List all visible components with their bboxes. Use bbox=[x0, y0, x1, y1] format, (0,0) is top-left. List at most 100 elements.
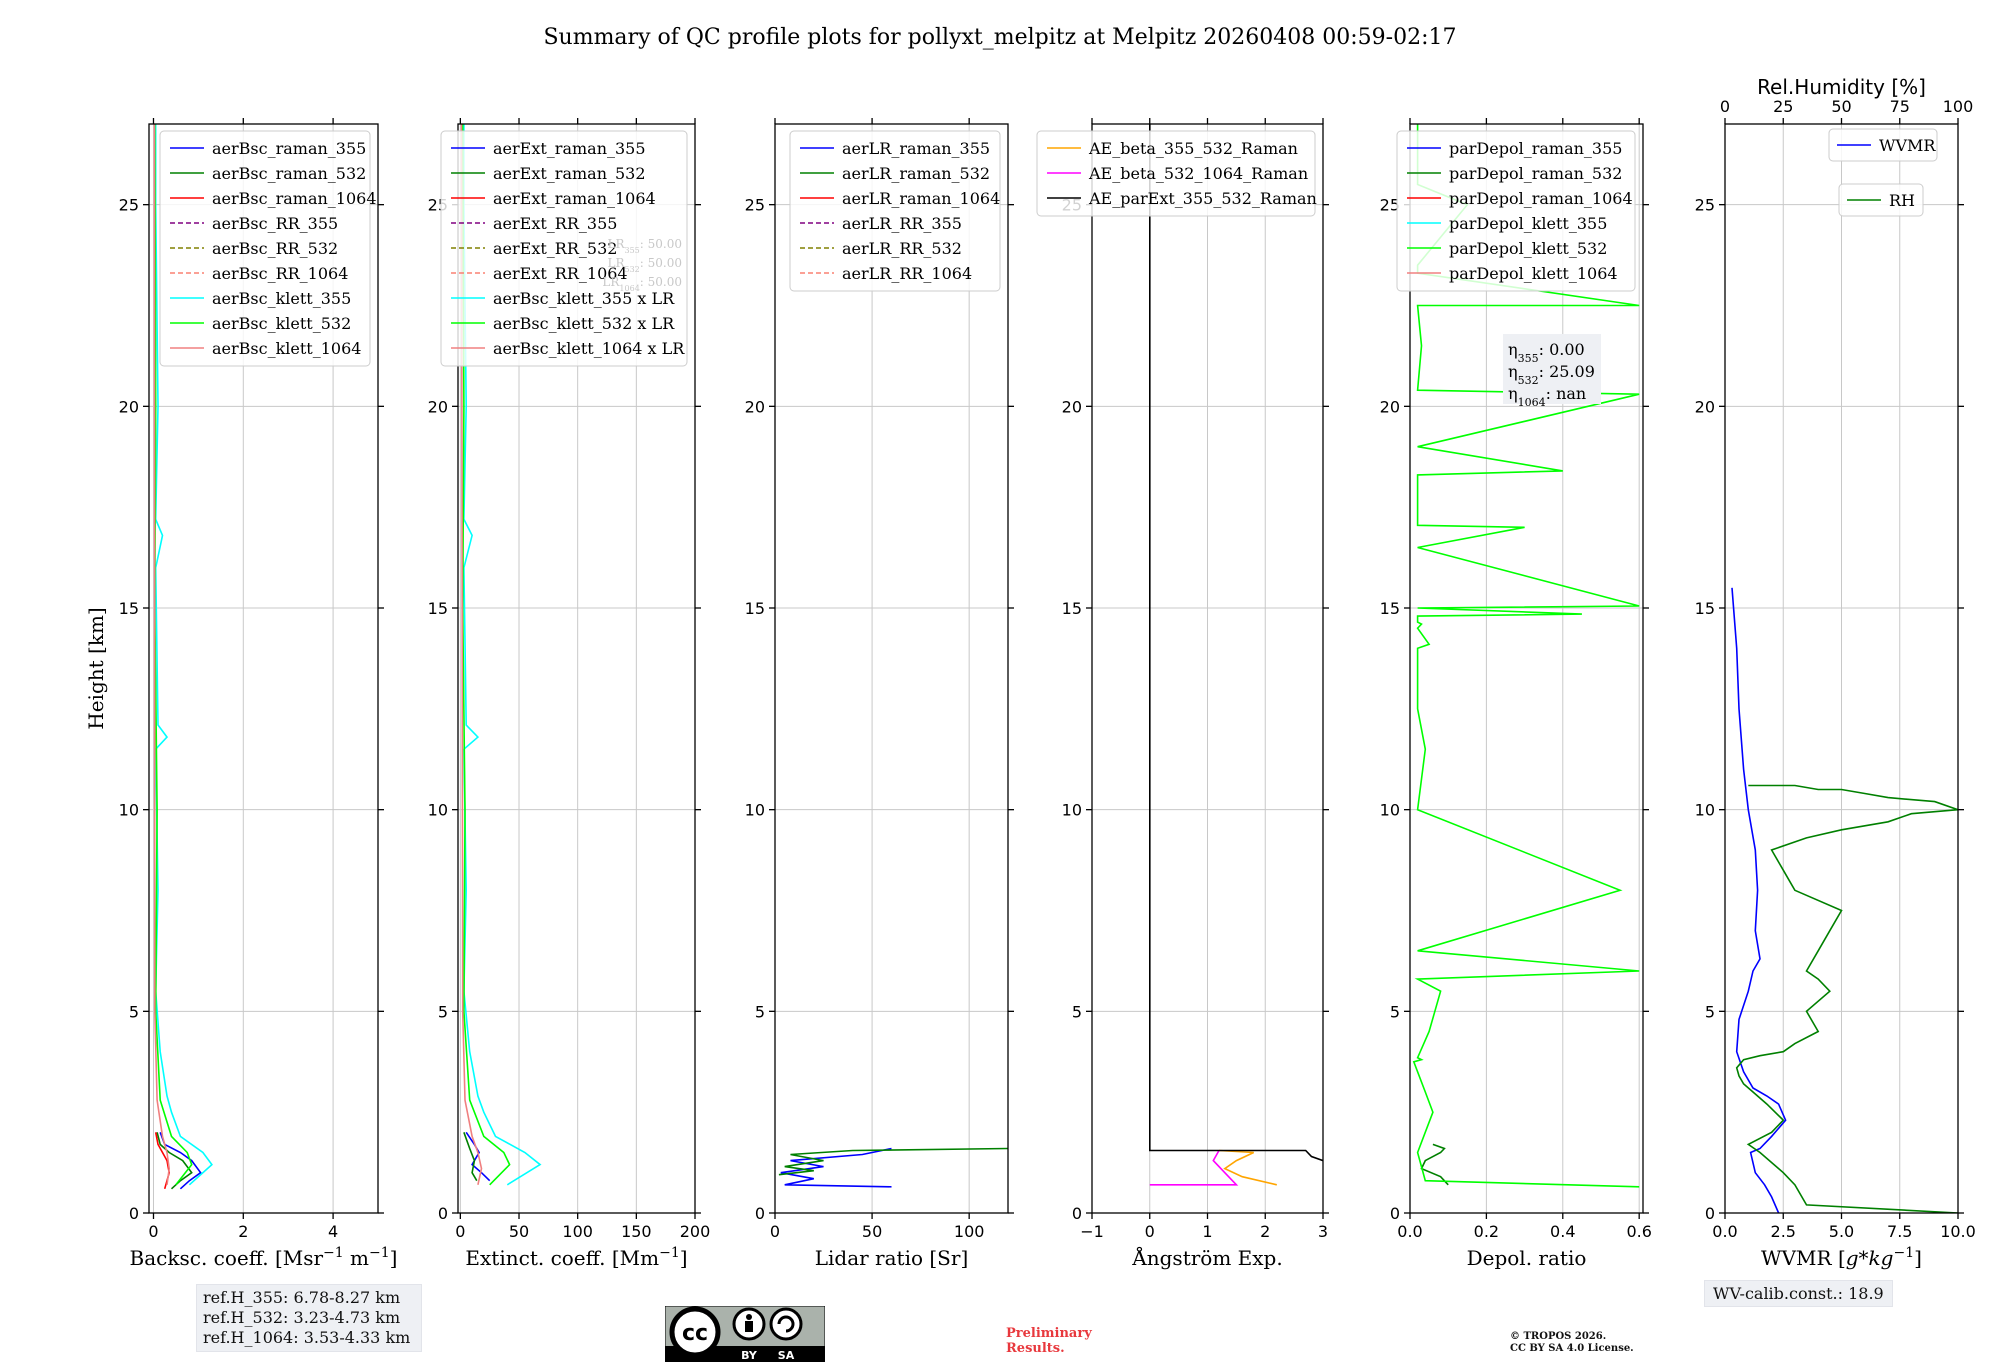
copyright-line-2: CC BY SA 4.0 License. bbox=[1510, 1343, 1634, 1354]
y-tick-label: 15 bbox=[1380, 599, 1400, 618]
legend-label: aerBsc_klett_1064 x LR bbox=[493, 339, 685, 358]
y-tick-label: 0 bbox=[1072, 1204, 1082, 1223]
legend-label: aerLR_RR_1064 bbox=[842, 264, 972, 283]
copyright-note: © TROPOS 2026. CC BY SA 4.0 License. bbox=[1510, 1331, 1634, 1355]
panel-lidar-ratio: 0 50 100 0 5 10 15 20 25 Lidar ratio [Sr] aerLR_ra… bbox=[745, 118, 1014, 1270]
legend-label: aerBsc_klett_1064 bbox=[212, 339, 361, 358]
legend-label: aerBsc_raman_532 bbox=[212, 164, 366, 183]
legend-label: aerBsc_raman_1064 bbox=[212, 189, 377, 208]
y-tick-label: 25 bbox=[1695, 196, 1715, 215]
y-tick-label: 0 bbox=[129, 1204, 139, 1223]
cc-license-badge: cc BY SA bbox=[664, 1305, 826, 1363]
x-axis-label: Backsc. coeff. [Msr−1 m−1] bbox=[130, 1245, 398, 1270]
preliminary-line-2: Results. bbox=[1006, 1341, 1065, 1356]
legend-label: WVMR bbox=[1879, 136, 1936, 155]
x-tick-label: 2 bbox=[238, 1222, 248, 1241]
legend-rh: RH bbox=[1838, 183, 1924, 217]
y-tick-label: 20 bbox=[1062, 397, 1082, 416]
ref-height-355: ref.H_355: 6.78-8.27 km bbox=[203, 1288, 401, 1307]
series-aerbsc-klett-1064 bbox=[153, 124, 171, 1185]
series-aerext-raman-532 bbox=[463, 1132, 478, 1182]
legend-label: aerBsc_RR_355 bbox=[212, 214, 338, 233]
y-tick-label: 0 bbox=[755, 1204, 765, 1223]
x-tick-label: 0.6 bbox=[1626, 1222, 1651, 1241]
y-axis-label: Height [km] bbox=[84, 607, 108, 729]
series-wvmr bbox=[1731, 587, 1787, 1213]
legend-label: aerLR_raman_532 bbox=[842, 164, 990, 183]
legend-label: aerExt_raman_1064 bbox=[493, 189, 656, 208]
y-tick-label: 20 bbox=[428, 397, 448, 416]
panel-depolarization: 0.0 0.2 0.4 0.6 0 5 10 15 20 25 Depol. ratio parDep… bbox=[1380, 118, 1652, 1270]
svg-text:BY: BY bbox=[741, 1349, 758, 1362]
legend-label: aerLR_RR_532 bbox=[842, 239, 962, 258]
eta-annotation: η1064: nan bbox=[1508, 384, 1586, 409]
y-tick-label: 10 bbox=[119, 801, 139, 820]
x-tick-label: 0.0 bbox=[1397, 1222, 1422, 1241]
x-axis-label: Ångström Exp. bbox=[1131, 1245, 1282, 1270]
x-tick-label: 0.4 bbox=[1550, 1222, 1575, 1241]
series-rh bbox=[1735, 784, 1958, 1213]
series-pardepol-klett-532 bbox=[1412, 124, 1640, 1188]
y-tick-label: 20 bbox=[1695, 397, 1715, 416]
x-tick-label: 2.5 bbox=[1771, 1222, 1796, 1241]
series-aerbsc-klett-1064-x-lr bbox=[460, 124, 483, 1185]
y-tick-label: 25 bbox=[745, 196, 765, 215]
y-tick-label: 5 bbox=[1390, 1002, 1400, 1021]
x2-tick-label: 0 bbox=[1720, 97, 1730, 116]
axes-frame bbox=[457, 123, 696, 1214]
x-tick-label: 7.5 bbox=[1887, 1222, 1912, 1241]
y-tick-label: 0 bbox=[438, 1204, 448, 1223]
y-tick-label: 5 bbox=[438, 1002, 448, 1021]
series-aerlr-raman-532 bbox=[778, 1147, 1008, 1176]
legend: aerBsc_raman_355 aerBsc_raman_532 aerBsc_r… bbox=[159, 130, 377, 367]
x-tick-label: 0.2 bbox=[1474, 1222, 1499, 1241]
x-axis-label: Lidar ratio [Sr] bbox=[815, 1246, 969, 1270]
panel-water-vapor: 0.0 2.5 5.0 7.5 10.0 0 5 10 15 20 25 WVMR [g*kg−1] 0… bbox=[1695, 75, 1976, 1270]
legend-label: aerExt_raman_532 bbox=[493, 164, 646, 183]
lidar-ratio-annotation: LR355: 50.00 bbox=[607, 237, 682, 255]
legend-label: aerBsc_klett_532 x LR bbox=[493, 314, 675, 333]
legend-label: parDepol_raman_1064 bbox=[1449, 189, 1633, 208]
legend-label: AE_beta_355_532_Raman bbox=[1088, 139, 1298, 158]
legend-label: aerLR_raman_1064 bbox=[842, 189, 1000, 208]
y-tick-label: 15 bbox=[428, 599, 448, 618]
preliminary-note: Preliminary Results. bbox=[1006, 1326, 1092, 1356]
legend-wvmr: WVMR bbox=[1828, 128, 1938, 162]
y-tick-label: 0 bbox=[1390, 1204, 1400, 1223]
y-tick-label: 20 bbox=[745, 397, 765, 416]
lidar-ratio-annotation: LR532: 50.00 bbox=[607, 256, 682, 274]
x-tick-label: 100 bbox=[562, 1222, 593, 1241]
reference-heights-box: ref.H_355: 6.78-8.27 km ref.H_532: 3.23-… bbox=[196, 1284, 422, 1352]
ref-height-1064: ref.H_1064: 3.53-4.33 km bbox=[203, 1328, 411, 1347]
axes-frame bbox=[148, 123, 379, 1214]
y-tick-label: 0 bbox=[1705, 1204, 1715, 1223]
x-tick-label: 5.0 bbox=[1829, 1222, 1854, 1241]
y-tick-label: 10 bbox=[428, 801, 448, 820]
eta-annotation: η355: 0.00 bbox=[1508, 340, 1585, 365]
x2-tick-label: 75 bbox=[1890, 97, 1910, 116]
y-tick-label: 15 bbox=[1062, 599, 1082, 618]
figure-title: Summary of QC profile plots for pollyxt_… bbox=[543, 25, 1456, 50]
y-tick-label: 5 bbox=[129, 1002, 139, 1021]
legend-label: aerBsc_raman_355 bbox=[212, 139, 366, 158]
legend: aerExt_raman_355 aerExt_raman_532 aerExt_r… bbox=[440, 130, 688, 367]
y-tick-label: 25 bbox=[119, 196, 139, 215]
legend-label: aerExt_RR_355 bbox=[493, 214, 617, 233]
sa-icon bbox=[769, 1307, 803, 1341]
panel-backscatter: 0 2 4 0 5 10 15 20 25 Backsc. coeff. [Msr−1 m−1] H… bbox=[84, 118, 397, 1270]
copyright-line-1: © TROPOS 2026. bbox=[1510, 1331, 1607, 1342]
x2-tick-label: 25 bbox=[1773, 97, 1793, 116]
x-tick-label: 100 bbox=[954, 1222, 985, 1241]
legend-label: RH bbox=[1889, 191, 1915, 210]
legend: parDepol_raman_355 parDepol_raman_532 parD… bbox=[1396, 130, 1636, 292]
x-tick-label: 3 bbox=[1318, 1222, 1328, 1241]
y-tick-label: 10 bbox=[1062, 801, 1082, 820]
eta-annotation: η532: 25.09 bbox=[1508, 362, 1595, 387]
x-tick-label: 2 bbox=[1260, 1222, 1270, 1241]
x-tick-label: 200 bbox=[680, 1222, 711, 1241]
y-tick-label: 15 bbox=[119, 599, 139, 618]
x-tick-label: 50 bbox=[509, 1222, 529, 1241]
legend-label: parDepol_klett_355 bbox=[1449, 214, 1607, 233]
